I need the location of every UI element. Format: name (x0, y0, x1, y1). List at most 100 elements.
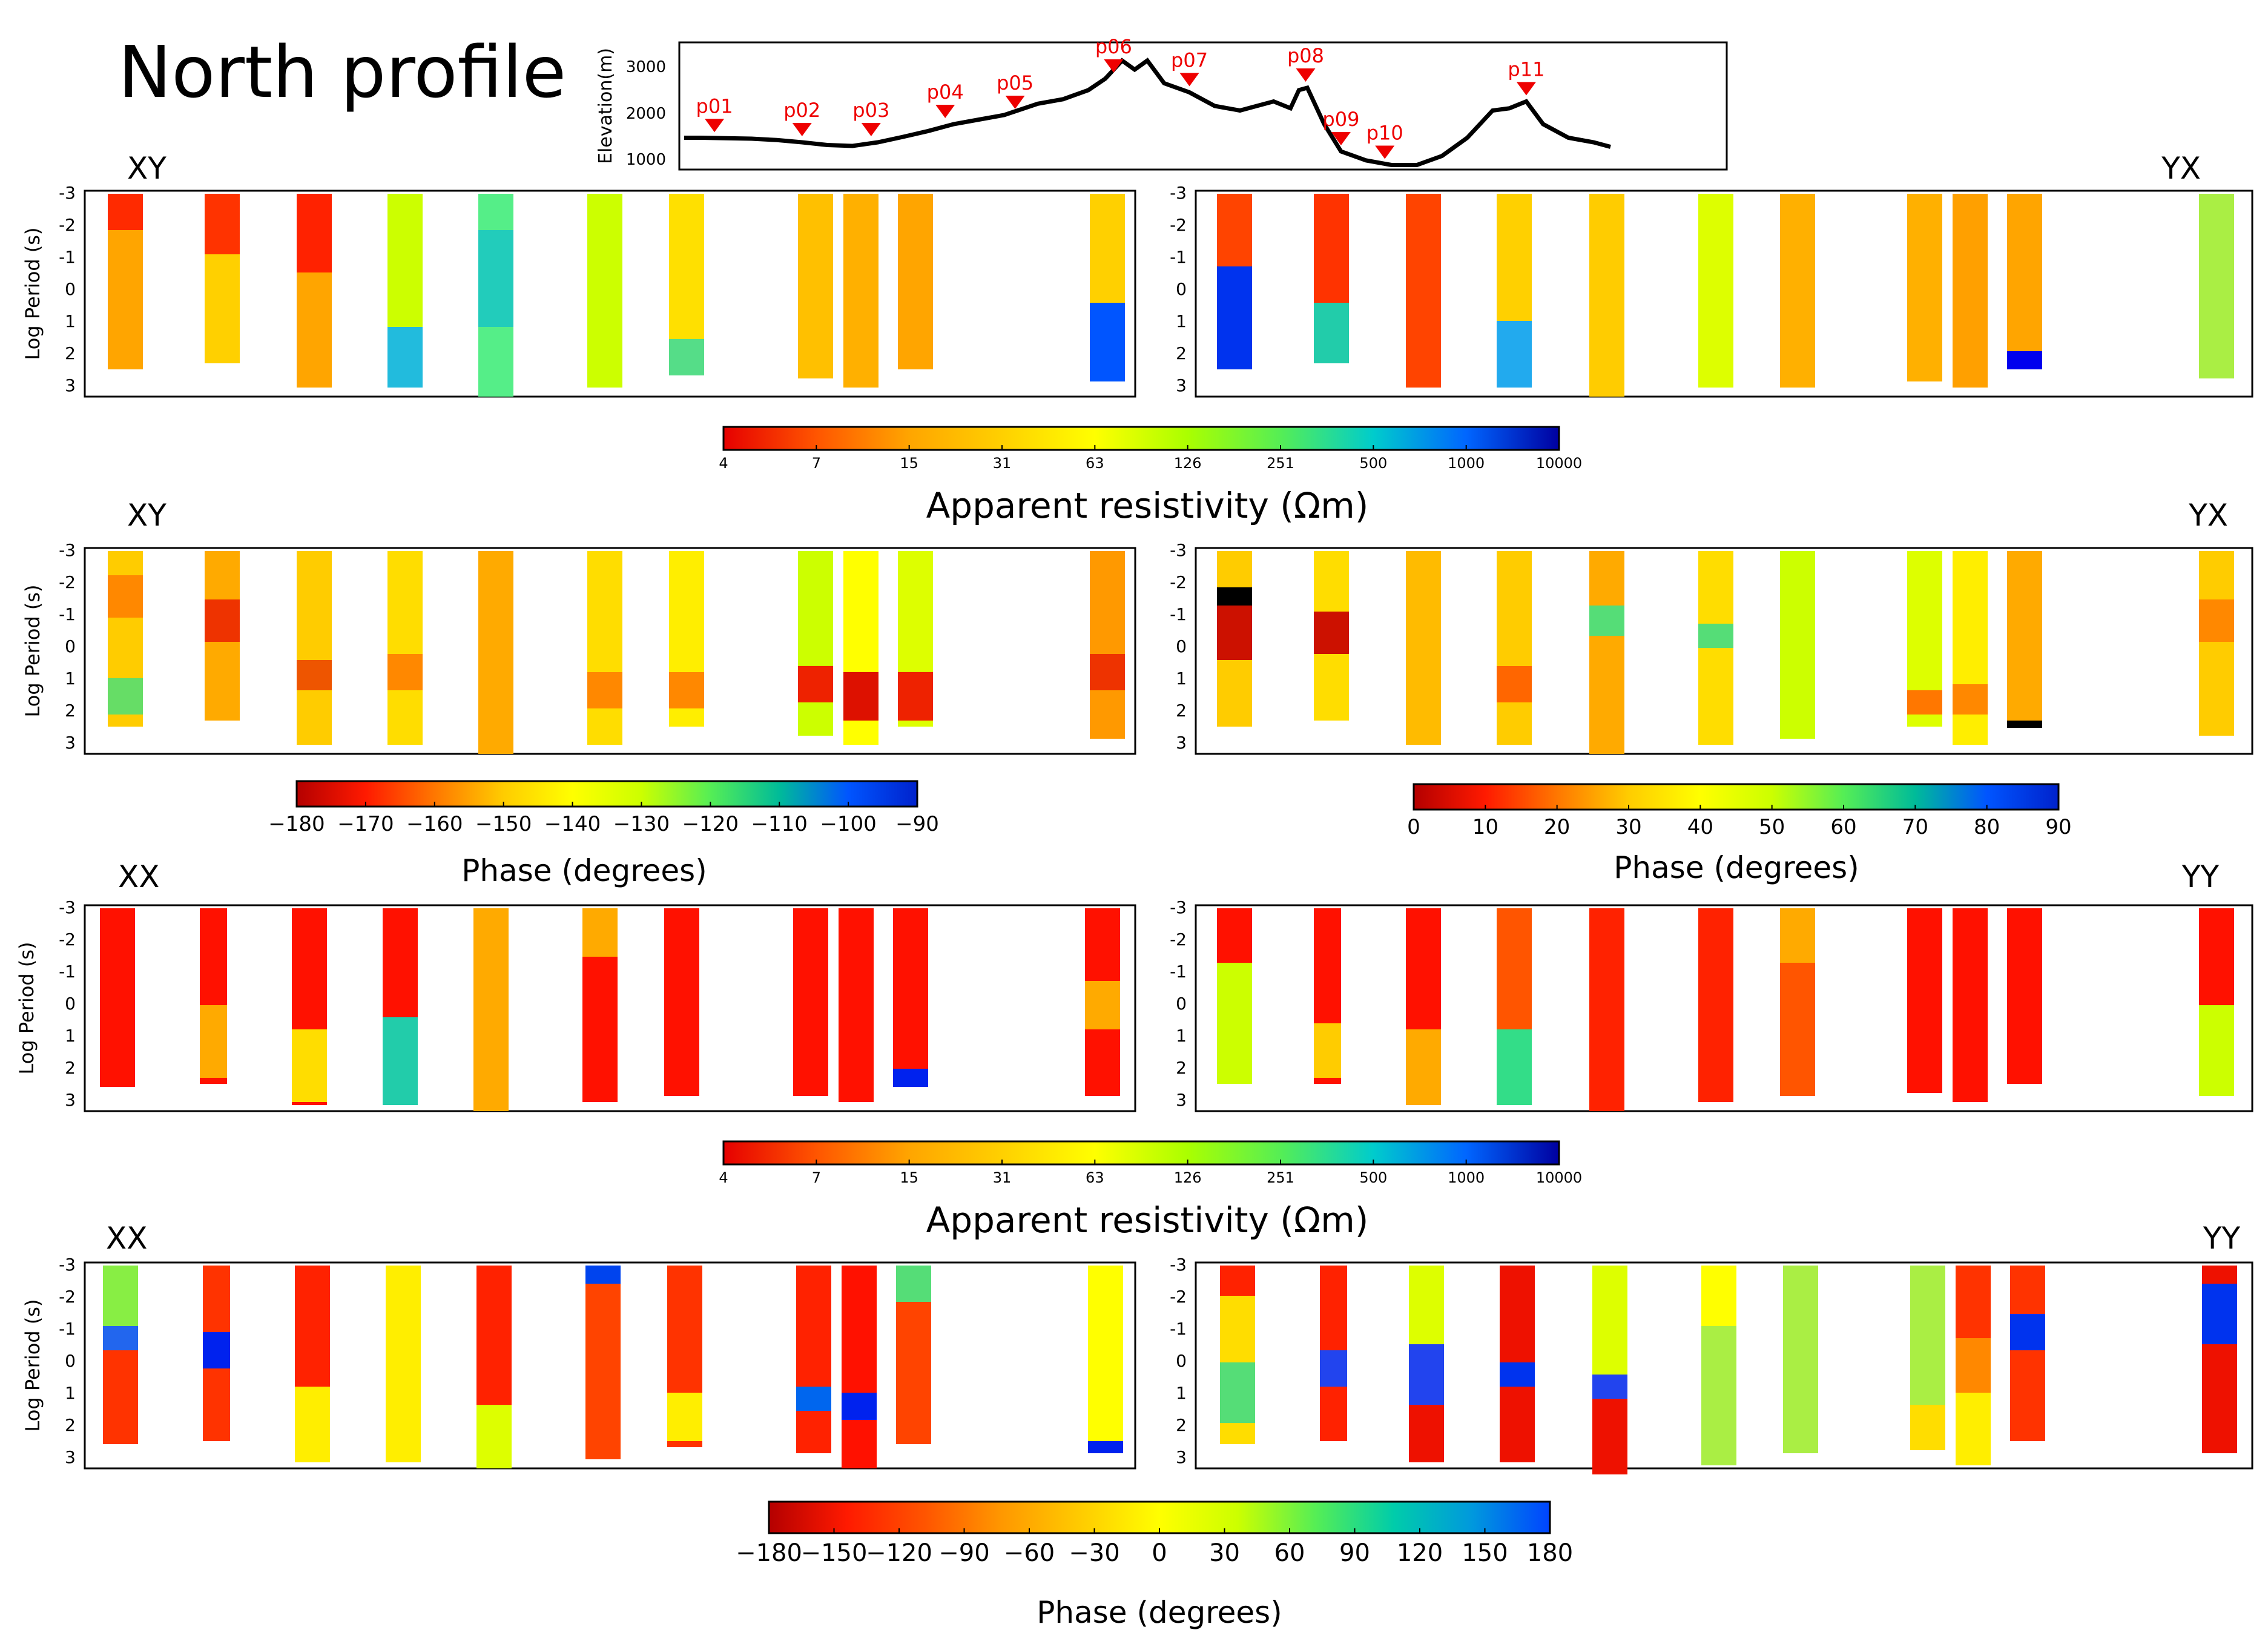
strip (2199, 551, 2234, 736)
ytick: 1 (1176, 311, 1187, 331)
colorbar-phase-yx: 0 10 20 30 40 50 60 70 80 90 Phase (degrees) (1407, 783, 2072, 885)
strip (1314, 1023, 1341, 1078)
ytick: -2 (1170, 572, 1187, 592)
strip (1217, 908, 1252, 963)
strip (842, 1393, 877, 1420)
ytick: -2 (59, 1287, 76, 1307)
ytick: -2 (59, 929, 76, 949)
strip (1090, 654, 1125, 690)
panel-yy-rho-strips (1217, 908, 2234, 1111)
colorbar-tick-label: 20 (1544, 815, 1570, 839)
panel-xx-phase-frame (84, 1261, 1136, 1470)
colorbar-tick-label: 0 (1407, 815, 1420, 839)
strip (1780, 551, 1815, 739)
colorbar-tick-label: −90 (895, 812, 939, 836)
strip (842, 1266, 877, 1468)
strip (2007, 351, 2042, 369)
strip (1217, 587, 1252, 606)
colorbar-phase-xy-ticks: −180 −170 −160 −150 −140 −130 −120 −110 −100 −90 (268, 802, 939, 836)
strip (1701, 1326, 1736, 1465)
strip (1409, 1344, 1444, 1405)
strip (1783, 1266, 1818, 1453)
ytick: 0 (65, 636, 76, 656)
strip (2199, 1005, 2234, 1096)
colorbar-rho-1-label: Apparent resistivity (Ωm) (926, 485, 1369, 526)
strip (1907, 908, 1942, 1093)
colorbar-tick-label: 80 (1974, 815, 2000, 839)
colorbar-rho-2-bar (722, 1140, 1560, 1166)
station-label-p10: p10 (1366, 122, 1403, 145)
colorbar-phase-diag: −180−150−120 −90 −60 −30 0 30 60 90 120 150 180 Ph… (736, 1500, 1573, 1630)
panel-xx-rho-strips (100, 908, 1120, 1111)
station-marker-p03 (861, 123, 881, 136)
colorbar-tick-label: −120 (682, 812, 739, 836)
colorbar-tick-label: 126 (1174, 1169, 1202, 1186)
colorbar-tick-label: 63 (1086, 1169, 1104, 1186)
panel-xy-rho: XY Log Period (s) -3 -2 -1 0 1 2 3 (21, 151, 1136, 398)
colorbar-tick-label: −140 (544, 812, 601, 836)
ytick: -3 (59, 897, 76, 917)
ytick: 1 (65, 311, 76, 331)
strip (295, 1387, 330, 1462)
colorbar-tick-label: 30 (1209, 1539, 1240, 1567)
strip (473, 908, 509, 1111)
strip (383, 1017, 418, 1105)
colorbar-phase-xy-bar (295, 780, 918, 808)
strip (1220, 1266, 1255, 1296)
panel-xx-rho: XX Log Period (s) -3 -2 -1 0 1 2 3 (15, 859, 1136, 1112)
strip (108, 575, 143, 618)
colorbar-tick-label: 180 (1527, 1539, 1573, 1567)
colorbar-tick-label: −130 (613, 812, 670, 836)
strip (587, 672, 622, 708)
colorbar-rho-1-bar (722, 426, 1560, 451)
colorbar-tick-label: 251 (1267, 1169, 1294, 1186)
ytick: -1 (59, 962, 76, 982)
ytick: 3 (1176, 1090, 1187, 1110)
strip (793, 908, 828, 1096)
ytick: 2 (65, 1415, 76, 1435)
figure-title: North profile (118, 30, 566, 114)
colorbar-tick-label: 90 (1339, 1539, 1370, 1567)
colorbar-tick-label: −150 (475, 812, 532, 836)
station-label-p06: p06 (1095, 35, 1132, 58)
colorbar-tick-label: −150 (801, 1539, 868, 1567)
panel-xy-phase: XY Log Period (s) -3 -2 -1 0 1 2 3 (21, 498, 1136, 755)
ytick: 3 (65, 1090, 76, 1110)
strip (2010, 1314, 2045, 1350)
colorbar-tick-label: 120 (1397, 1539, 1443, 1567)
station-label-p07: p07 (1171, 49, 1208, 72)
strip (1497, 1029, 1532, 1105)
strip (667, 1393, 702, 1441)
strip (203, 1332, 230, 1368)
colorbar-rho-1: 4 7 15 31 63 126 251 500 1000 10000 Apparent resi… (719, 426, 1582, 526)
panel-yy-rho: YY -3 -2 -1 0 1 2 3 (1170, 859, 2253, 1112)
strip (200, 1005, 227, 1078)
ytick: 0 (1176, 994, 1187, 1014)
station-markers: p01 p02 p03 p04 p05 p06 p07 p08 p09 p10 p11 (696, 35, 1544, 159)
strip (839, 908, 874, 1102)
strip (798, 666, 833, 702)
colorbar-tick-label: −90 (938, 1539, 989, 1567)
strip (587, 194, 622, 388)
strip (1497, 666, 1532, 702)
colorbar-tick-label: 10000 (1536, 1169, 1582, 1186)
colorbar-tick-label: 31 (993, 455, 1012, 472)
ytick: 2 (65, 701, 76, 721)
strip (1698, 194, 1733, 388)
ytick: -3 (1170, 540, 1187, 560)
strip (2007, 551, 2042, 727)
ytick: -2 (59, 572, 76, 592)
station-label-p05: p05 (997, 71, 1033, 94)
elevation-ylabel: Elevation(m) (595, 48, 616, 164)
strip (1589, 606, 1624, 636)
strip (1406, 194, 1441, 388)
strip (585, 1266, 621, 1459)
colorbar-phase-yx-ticks: 0 10 20 30 40 50 60 70 80 90 (1407, 805, 2072, 839)
strip (1497, 551, 1532, 745)
panel-xy-rho-ylabel: Log Period (s) (21, 228, 44, 360)
strip (1090, 551, 1125, 739)
strip (1088, 1441, 1123, 1453)
colorbar-phase-diag-label: Phase (degrees) (1037, 1595, 1282, 1630)
ytick: 0 (65, 994, 76, 1014)
ytick: 1 (65, 1026, 76, 1046)
